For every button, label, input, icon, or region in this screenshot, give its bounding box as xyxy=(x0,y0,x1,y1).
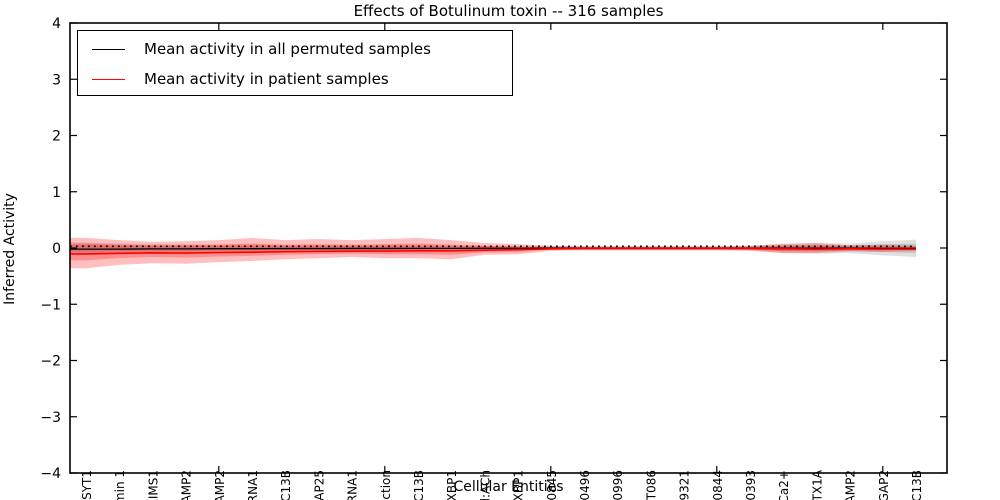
category-tick-label: STX1A/SNAP25 fragment 1/VAMP2 xyxy=(180,470,194,500)
y-tick-label: 2 xyxy=(52,129,61,145)
category-tick-label: RIMS1 xyxy=(146,470,160,500)
category-tick-label: STXBP1 xyxy=(445,470,459,500)
y-tick-label: 1 xyxy=(52,185,61,201)
category-tick-label: SYT1 xyxy=(80,470,94,500)
category-tick-label: ACh/Synaptotagmin 1 xyxy=(113,470,127,500)
permuted-line-swatch xyxy=(92,48,125,50)
y-tick-label: −3 xyxy=(40,410,61,426)
mean-activity-in-patient-samples-line xyxy=(70,247,916,255)
category-tick-label: UniProt:Q60393 xyxy=(744,470,758,500)
legend-entry-permuted: Mean activity in all permuted samples xyxy=(78,34,431,64)
category-tick-label: mol:ACh xyxy=(478,470,492,500)
y-tick-label: −2 xyxy=(40,354,61,370)
chart-title: Effects of Botulinum toxin -- 316 sample… xyxy=(353,2,664,20)
patient-line-swatch xyxy=(92,78,125,80)
category-tick-label: mol:Ca2+ xyxy=(777,470,791,500)
category-tick-label: UniProt:P10845 xyxy=(545,470,559,500)
y-tick-label: 0 xyxy=(52,241,61,257)
y-tick-label: −4 xyxy=(40,466,61,482)
category-tick-label: CHRNA1 xyxy=(246,470,260,500)
category-tick-label: SNAP25 xyxy=(312,470,326,500)
category-tick-label: STX1A/SNAP25/VAMP2 xyxy=(213,470,227,500)
category-tick-label: VAMP2 xyxy=(844,470,858,500)
category-tick-label: ACh/CHRNA1 xyxy=(346,470,360,500)
x-axis-label: Cellular Entities xyxy=(453,479,564,495)
category-tick-label: UniProt:P10844 xyxy=(711,470,725,500)
category-tick-label: UniProt:P19321 xyxy=(678,470,692,500)
category-tick-label: STX1A xyxy=(810,469,824,500)
category-tick-label: RAB3GAP2 xyxy=(877,470,891,500)
legend-label-permuted: Mean activity in all permuted samples xyxy=(144,40,431,58)
category-tick-label: UniProt:Q00496 xyxy=(578,470,592,500)
category-tick-label: RAB3GAP2/RIMS1/UNC13B xyxy=(412,470,426,500)
category-tick-label: STXIA/STXBP1 xyxy=(512,470,526,500)
y-tick-label: −1 xyxy=(40,297,61,313)
y-tick-label: 4 xyxy=(52,16,61,32)
category-tick-label: muscle contraction xyxy=(379,470,393,500)
y-axis-label: Inferred Activity xyxy=(2,193,18,305)
legend-label-patient: Mean activity in patient samples xyxy=(144,70,389,88)
category-tick-label: CST086 xyxy=(644,470,658,500)
y-tick-label: 3 xyxy=(52,72,61,88)
category-tick-label: RIMS1/UNC13B xyxy=(279,470,293,500)
legend-entry-patient: Mean activity in patient samples xyxy=(78,64,389,94)
category-tick-label: UNC13B xyxy=(910,470,924,500)
legend-box: Mean activity in all permuted samples Me… xyxy=(77,30,513,96)
category-tick-label: UniProt:P30996 xyxy=(611,470,625,500)
